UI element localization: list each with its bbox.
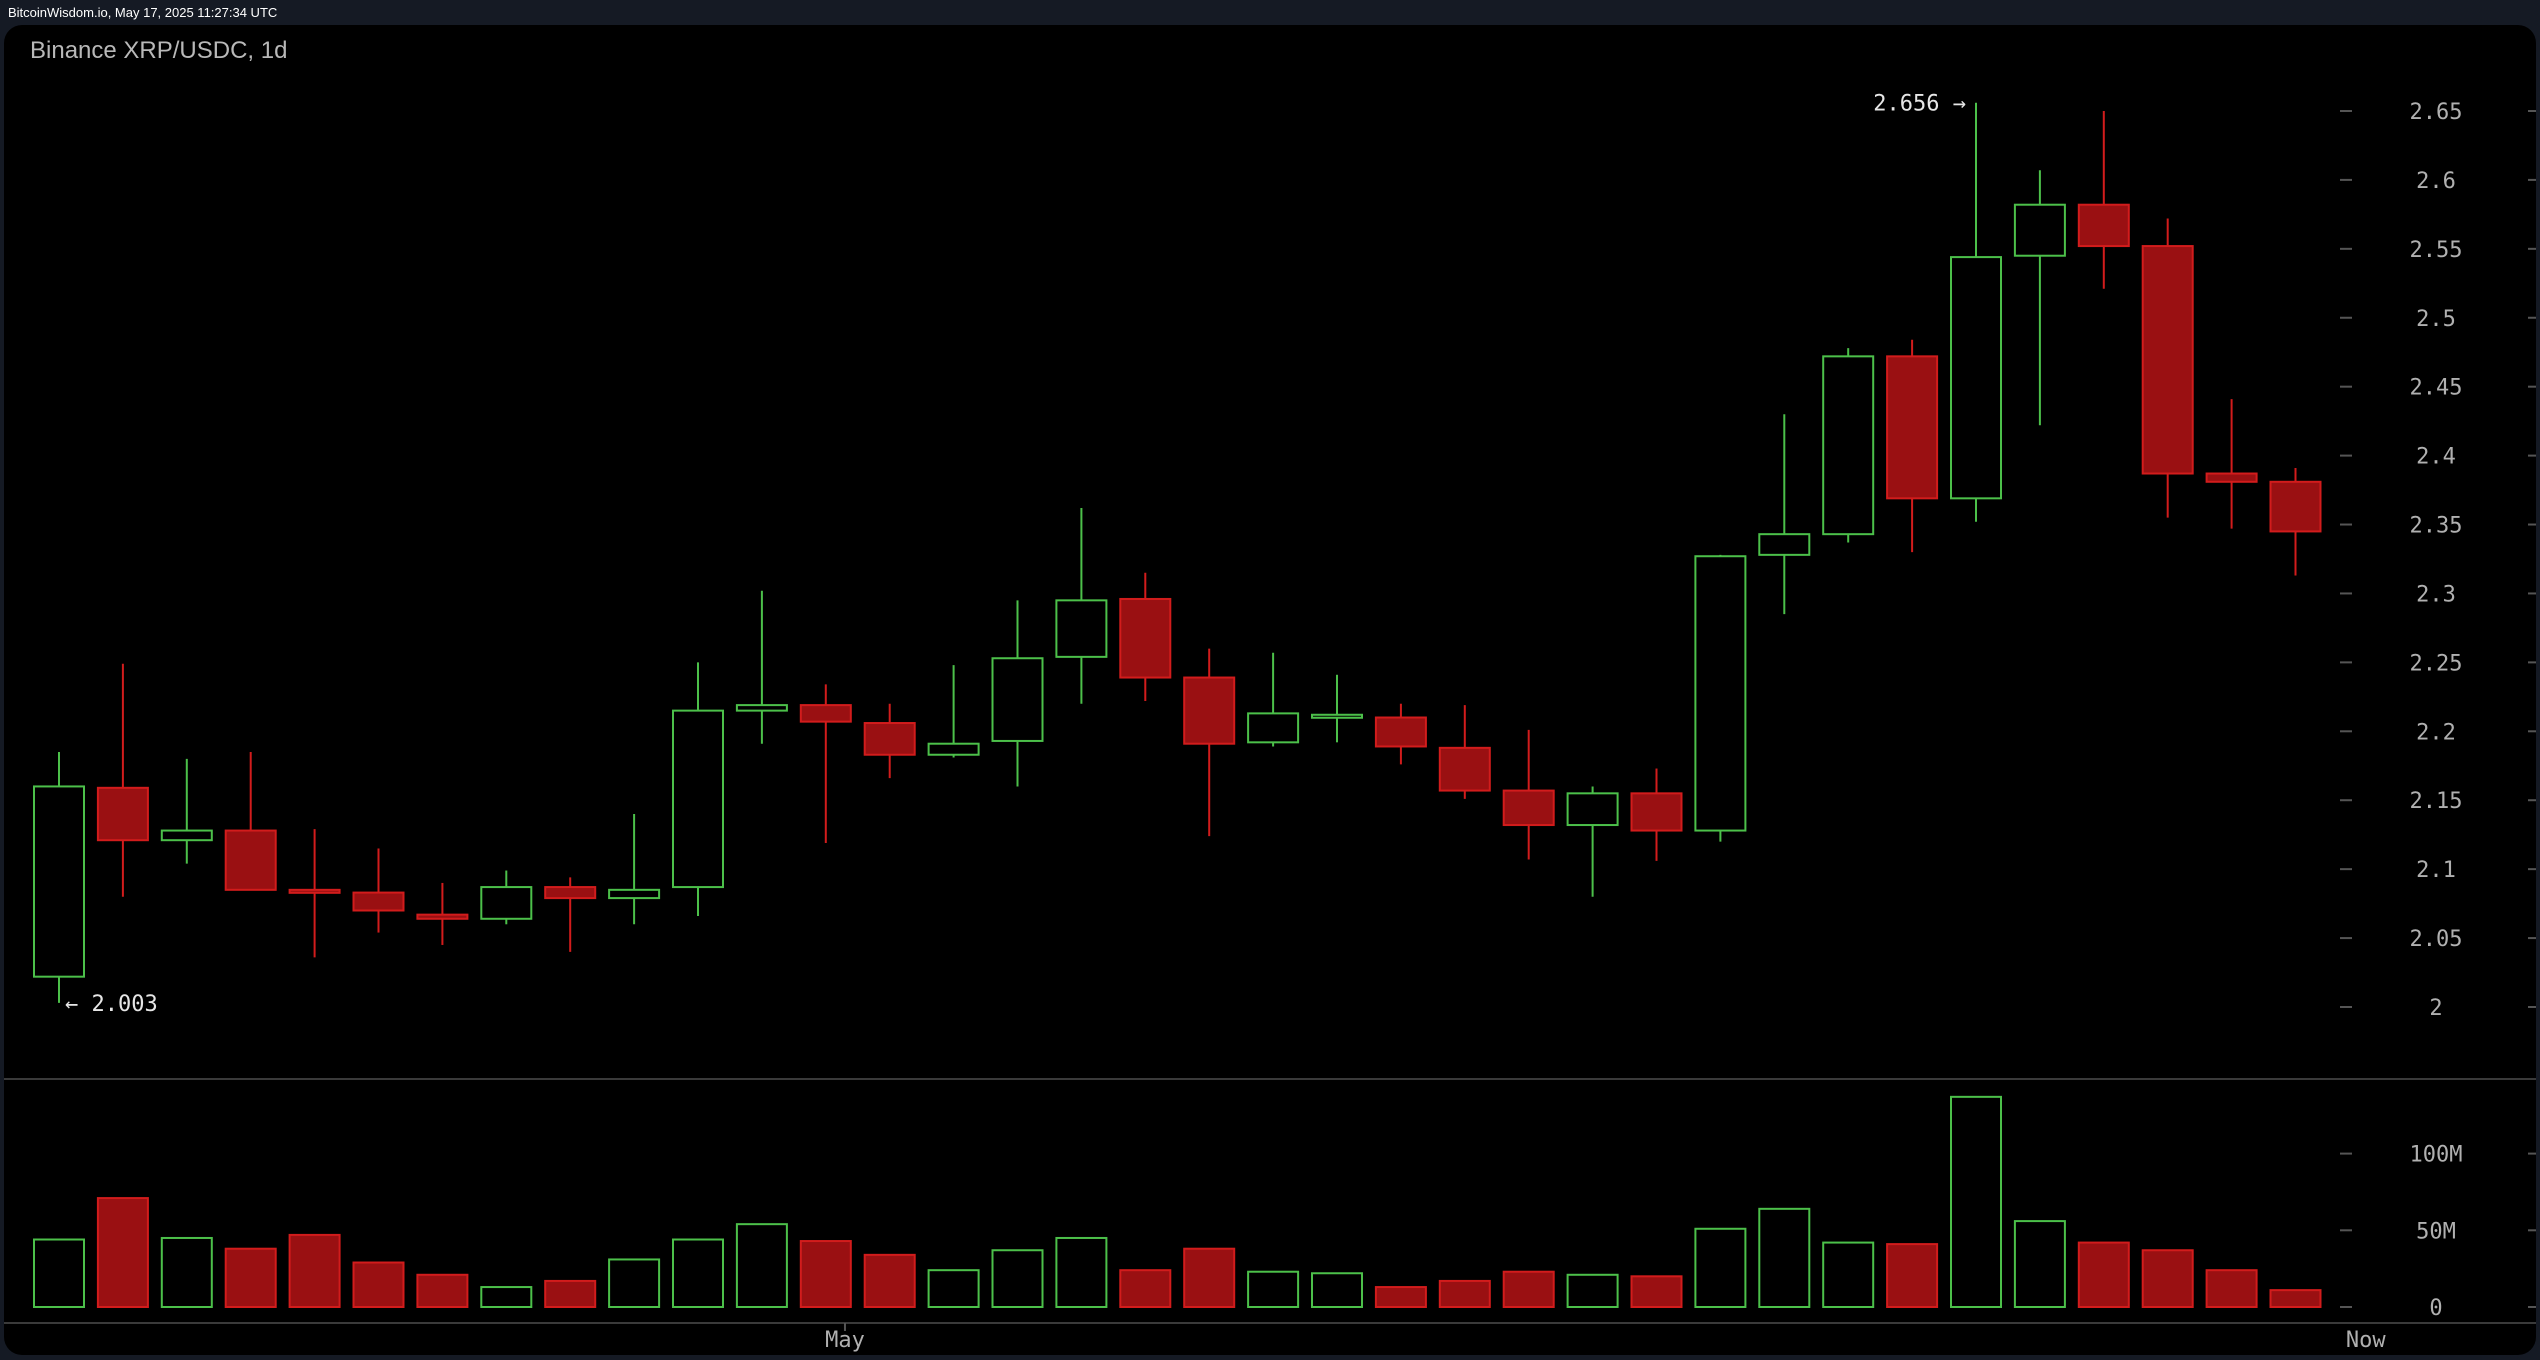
volume-bar-down[interactable] [863,1253,916,1308]
price-tick-label: 2.45 [2410,376,2463,401]
volume-bar-up[interactable] [1247,1270,1300,1309]
candle-up[interactable] [1311,713,1363,719]
candle-up[interactable] [927,742,980,756]
price-tick-label: 2.25 [2410,651,2463,676]
period-low-label: ← 2.003 [65,992,158,1017]
candle-down[interactable] [288,888,341,894]
candle-down[interactable] [863,722,916,756]
candle-down[interactable] [799,704,852,723]
candle-down[interactable] [1630,792,1683,832]
volume-bar-down[interactable] [1374,1286,1427,1308]
volume-bar-down[interactable] [544,1279,597,1308]
period-high-label: 2.656 → [1873,92,1966,117]
price-tick-label: 2.4 [2416,445,2456,470]
candle-up[interactable] [991,657,1044,742]
candle-up[interactable] [1566,792,1619,827]
volume-bar-up[interactable] [1311,1272,1363,1308]
chart-title: Binance XRP/USDC, 1d [30,37,288,64]
volume-bar-up[interactable] [480,1286,533,1308]
candle-down[interactable] [1183,676,1236,745]
volume-bar-down[interactable] [352,1261,405,1309]
volume-bar-down[interactable] [1886,1243,1939,1308]
volume-tick-label: 0 [2429,1296,2442,1321]
volume-bar-down[interactable] [1502,1270,1555,1309]
price-tick-label: 2.5 [2416,307,2456,332]
volume-bar-up[interactable] [1822,1241,1875,1309]
candle-down[interactable] [1886,355,1939,500]
volume-bar-up[interactable] [608,1258,661,1309]
volume-bar-up[interactable] [927,1269,980,1308]
price-tick-label: 2.6 [2416,169,2456,194]
volume-bar-up[interactable] [1566,1273,1619,1309]
candle-down[interactable] [2141,245,2194,475]
volume-bar-down[interactable] [288,1233,341,1308]
price-tick-label: 2.05 [2410,927,2463,952]
price-tick-label: 2.55 [2410,238,2463,263]
candle-up[interactable] [160,829,213,842]
price-tick-label: 2.15 [2410,789,2463,814]
volume-bar-down[interactable] [2077,1241,2130,1309]
candle-up[interactable] [1247,712,1300,744]
candle-down[interactable] [1374,716,1427,748]
candle-down[interactable] [1502,789,1555,827]
candle-up[interactable] [672,709,724,889]
volume-bar-down[interactable] [1183,1247,1236,1309]
candle-up[interactable] [1758,533,1811,556]
chart-panel[interactable]: 2.65 2.6 2.55 2.5 2.45 2.4 2.35 2.3 2.25 2.2 2.15 2… [4,25,2536,1355]
volume-bar-up[interactable] [1758,1207,1811,1308]
volume-bar-up[interactable] [33,1238,85,1309]
volume-bar-up[interactable] [1950,1095,2002,1309]
volume-bar-up[interactable] [672,1238,724,1309]
volume-bar-down[interactable] [224,1247,277,1309]
candle-up[interactable] [480,886,533,920]
x-tick-label-now: Now [2346,1328,2386,1353]
volume-bar-down[interactable] [2141,1249,2194,1308]
candle-up[interactable] [1694,555,1747,832]
candle-down[interactable] [416,913,469,920]
volume-bar-down[interactable] [416,1273,469,1309]
volume-bar-down[interactable] [2269,1289,2322,1308]
candle-down[interactable] [96,786,149,842]
source-timestamp: BitcoinWisdom.io, May 17, 2025 11:27:34 … [8,5,278,20]
volume-tick-label: 100M [2410,1143,2463,1168]
candle-down[interactable] [224,829,277,891]
candle-up[interactable] [608,888,661,900]
volume-bar-up[interactable] [1694,1227,1747,1308]
volume-bar-down[interactable] [96,1197,149,1309]
volume-bar-down[interactable] [1438,1279,1491,1308]
volume-bar-down[interactable] [1119,1269,1172,1308]
volume-bar-up[interactable] [1055,1236,1108,1308]
candle-down[interactable] [544,886,597,900]
candle-up[interactable] [735,704,788,712]
price-tick-label: 2.3 [2416,582,2456,607]
candle-up[interactable] [1055,599,1108,658]
volume-bar-down[interactable] [1630,1275,1683,1308]
price-tick-label: 2.2 [2416,720,2456,745]
candle-up[interactable] [2013,203,2066,257]
candle-down[interactable] [1119,597,1172,679]
price-tick-label: 2.35 [2410,514,2463,539]
volume-bar-up[interactable] [991,1249,1044,1308]
volume-tick-label: 50M [2416,1219,2456,1244]
candle-up[interactable] [1950,256,2002,500]
price-tick-label: 2 [2429,996,2442,1021]
x-tick-label-may: May [825,1328,865,1353]
volume-bar-down[interactable] [2205,1269,2258,1308]
candle-down[interactable] [2269,480,2322,533]
candle-down[interactable] [2077,203,2130,248]
candle-down[interactable] [352,891,405,912]
volume-bar-up[interactable] [160,1236,213,1308]
candle-down[interactable] [1438,746,1491,792]
volume-bar-up[interactable] [735,1223,788,1308]
price-tick-label: 2.65 [2410,100,2463,125]
volume-bar-up[interactable] [2013,1220,2066,1308]
candlestick-chart[interactable]: 2.65 2.6 2.55 2.5 2.45 2.4 2.35 2.3 2.25 2.2 2.15 2… [4,25,2536,1355]
candle-down[interactable] [2205,472,2258,483]
price-tick-label: 2.1 [2416,858,2456,883]
volume-bar-down[interactable] [799,1240,852,1308]
candle-up[interactable] [33,785,85,978]
candle-up[interactable] [1822,355,1875,536]
